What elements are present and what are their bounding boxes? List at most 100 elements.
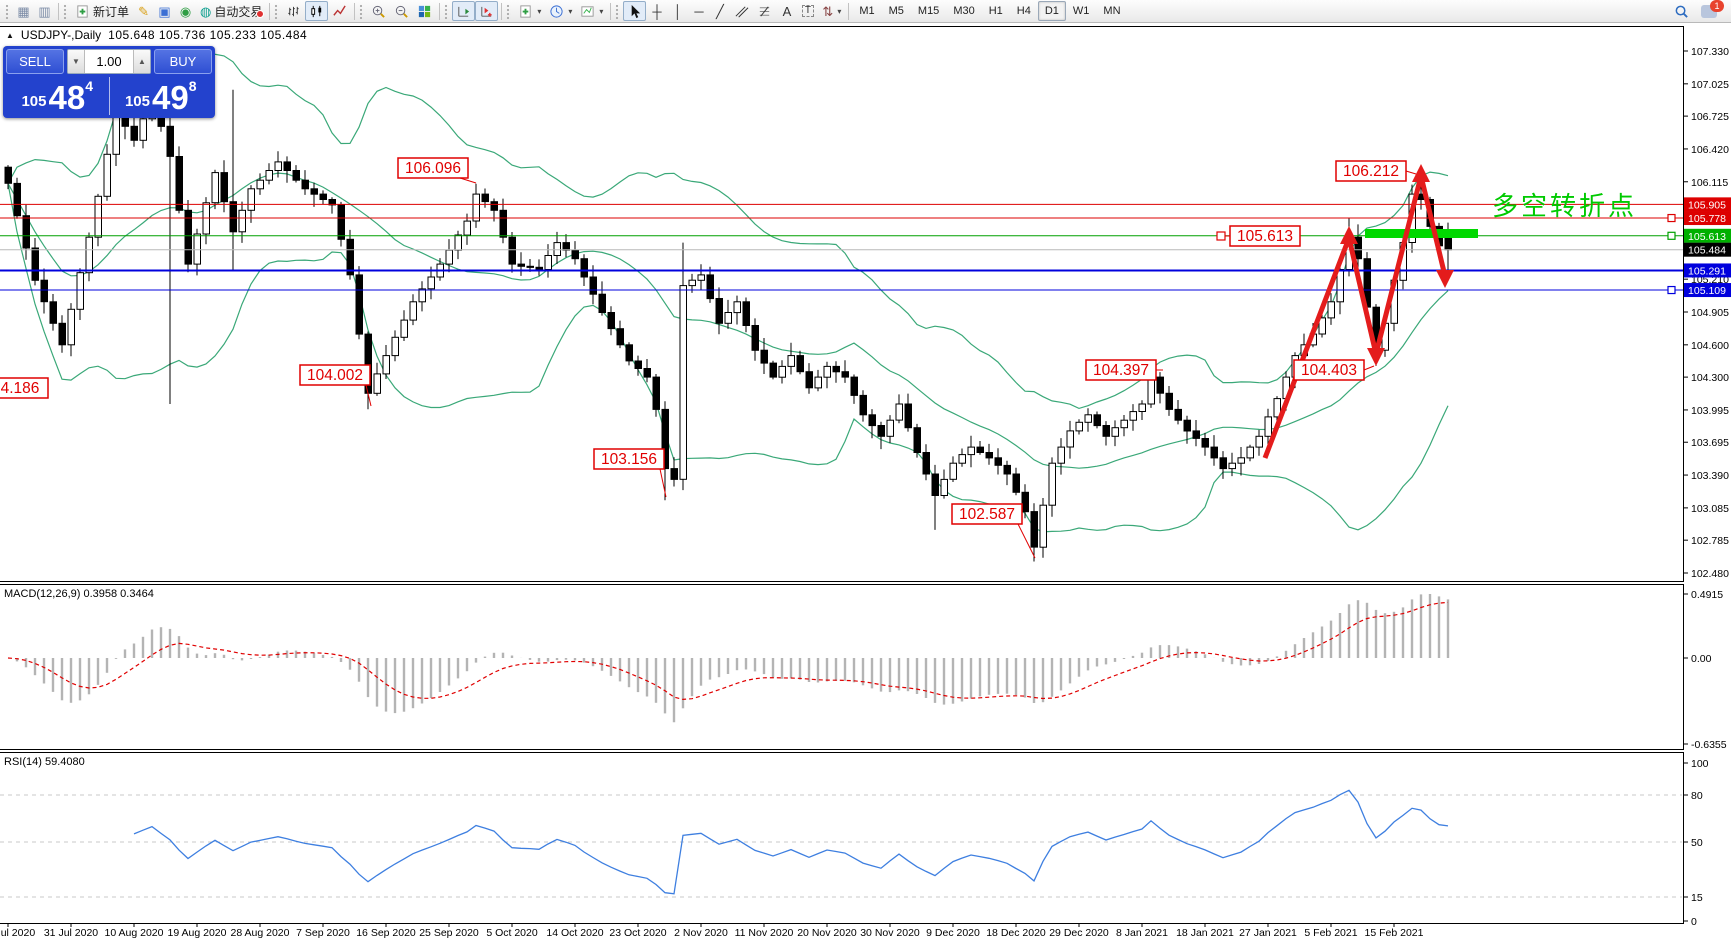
fibonacci-icon[interactable] (753, 1, 776, 21)
toolbar-grip (359, 3, 365, 19)
volume-increase-button[interactable]: ▲ (133, 50, 150, 73)
signals-icon[interactable]: ◉ (179, 3, 192, 19)
svg-text:107.025: 107.025 (1691, 79, 1729, 91)
notifications-icon[interactable]: 1 (1701, 0, 1724, 18)
svg-text:104.300: 104.300 (1691, 372, 1729, 384)
toolbar-group-2 (282, 0, 351, 22)
svg-text:25 Sep 2020: 25 Sep 2020 (419, 927, 479, 939)
timeframe-mn[interactable]: MN (1103, 5, 1121, 17)
svg-text:28 Aug 2020: 28 Aug 2020 (231, 927, 290, 939)
svg-text:106.212: 106.212 (1343, 163, 1399, 180)
green-resistance-segment (1365, 229, 1478, 238)
search-icon[interactable] (1670, 1, 1693, 21)
svg-text:0: 0 (1691, 916, 1697, 928)
svg-text:103.695: 103.695 (1691, 437, 1729, 449)
chart-shift-icon[interactable] (475, 1, 499, 21)
svg-text:5 Oct 2020: 5 Oct 2020 (486, 927, 538, 939)
cursor-icon[interactable] (623, 1, 647, 21)
svg-text:8 Jan 2021: 8 Jan 2021 (1116, 927, 1168, 939)
svg-text:100: 100 (1691, 758, 1709, 770)
timeframe-w1[interactable]: W1 (1072, 5, 1090, 17)
svg-text:104.397: 104.397 (1093, 362, 1149, 379)
new-order-button[interactable]: 新订单 (71, 1, 133, 21)
text-icon[interactable]: A (782, 3, 792, 19)
svg-text:106.096: 106.096 (405, 160, 461, 177)
macd-label: MACD(12,26,9) 0.3958 0.3464 (4, 588, 154, 600)
channel-icon[interactable] (730, 1, 753, 21)
toolbar-grip (274, 3, 280, 19)
time-axis: 22 Jul 2020 31 Jul 2020 10 Aug 2020 19 Aug … (0, 923, 1424, 939)
sell-button[interactable]: SELL (6, 49, 64, 74)
horizontal-line-icon[interactable]: ─ (694, 3, 704, 19)
timeframe-h1[interactable]: H1 (988, 5, 1003, 17)
toolbar: ▦ ▥ 新订单 ✎ ▣ ◉ ◍ 自动交易 ▾ ▾ ▾ ┼ │ ─ ╱ A T ⇅ ▾ M1 M5 M15 M30 H1 H4 D1… (0, 0, 1731, 23)
trendline-icon[interactable]: ╱ (716, 3, 724, 19)
notification-badge: 1 (1710, 0, 1724, 12)
line-chart-icon[interactable] (328, 1, 351, 21)
svg-text:29 Dec 2020: 29 Dec 2020 (1049, 927, 1109, 939)
auto-scroll-icon[interactable] (452, 1, 476, 21)
arrows-icon[interactable]: ⇅ ▾ (822, 3, 842, 19)
toolbar-grip (615, 3, 621, 19)
volume-decrease-button[interactable]: ▼ (68, 50, 85, 73)
zoom-out-icon[interactable] (390, 1, 413, 21)
periods-icon[interactable]: ▾ (545, 1, 576, 21)
toolbar-group-4 (452, 0, 499, 22)
svg-text:16 Sep 2020: 16 Sep 2020 (356, 927, 416, 939)
tile-windows-icon[interactable] (413, 1, 436, 21)
toolbar-separator (354, 2, 356, 20)
volume-stepper: ▼ 1.00 ▲ (67, 49, 151, 74)
crosshair-icon[interactable]: ┼ (652, 3, 662, 19)
profile-search-icon[interactable]: ▥ (38, 3, 51, 19)
collapse-triangle-icon[interactable]: ▲ (6, 30, 14, 40)
crayon-icon[interactable]: ✎ (138, 3, 149, 19)
svg-text:103.390: 103.390 (1691, 470, 1729, 482)
svg-text:10 Aug 2020: 10 Aug 2020 (105, 927, 164, 939)
svg-text:103.995: 103.995 (1691, 405, 1729, 417)
symbol-period-label: USDJPY-,Daily (20, 28, 102, 42)
sell-price[interactable]: 105 48 4 (21, 78, 94, 116)
timeframe-m1[interactable]: M1 (859, 5, 875, 17)
toolbar-group-6: ┼ │ ─ ╱ A T ⇅ ▾ (623, 0, 845, 22)
svg-text:106.420: 106.420 (1691, 144, 1729, 156)
svg-text:106.725: 106.725 (1691, 111, 1729, 123)
svg-text:22 Jul 2020: 22 Jul 2020 (0, 927, 35, 939)
svg-text:105.484: 105.484 (1688, 245, 1726, 257)
chart-window-icon[interactable]: ▦ (17, 3, 30, 19)
text-label-icon[interactable]: T (797, 1, 818, 21)
candlestick-chart-icon[interactable] (305, 1, 329, 21)
indicators-icon[interactable]: ▾ (514, 1, 545, 21)
toolbar-right: 1 (1670, 0, 1727, 21)
chart-annotation-text[interactable]: 多空转折点 (1492, 191, 1638, 221)
timeframe-h4[interactable]: H4 (1016, 5, 1031, 17)
svg-text:105.905: 105.905 (1688, 199, 1726, 211)
svg-text:15: 15 (1691, 892, 1703, 904)
svg-text:102.480: 102.480 (1691, 568, 1729, 580)
svg-text:105.109: 105.109 (1688, 285, 1726, 297)
zoom-in-icon[interactable] (367, 1, 390, 21)
autotrading-button[interactable]: ◍ 自动交易 (200, 3, 265, 19)
timeframe-m5[interactable]: M5 (888, 5, 904, 17)
svg-text:18 Dec 2020: 18 Dec 2020 (986, 927, 1046, 939)
svg-text:-0.6355: -0.6355 (1691, 739, 1727, 751)
toolbar-group-1: 新订单 ✎ ▣ ◉ ◍ 自动交易 (71, 0, 266, 22)
toolbar-grip (444, 3, 450, 19)
buy-price[interactable]: 105 49 8 (108, 77, 213, 115)
timeframe-d1[interactable]: D1 (1037, 1, 1066, 21)
timeframe-m15[interactable]: M15 (917, 5, 940, 17)
macd-indicator (7, 594, 1450, 723)
svg-text:50: 50 (1691, 837, 1703, 849)
timeframe-m30[interactable]: M30 (953, 5, 975, 17)
buy-button[interactable]: BUY (154, 49, 212, 74)
svg-text:104.600: 104.600 (1691, 340, 1729, 352)
vertical-line-icon[interactable]: │ (673, 3, 682, 19)
price-axis: 107.330 107.025 106.725 106.420 106.115 105.2… (1683, 46, 1731, 928)
bar-chart-icon[interactable] (282, 1, 305, 21)
rsi-indicator (0, 789, 1682, 898)
volume-value[interactable]: 1.00 (96, 54, 122, 69)
svg-text:11 Nov 2020: 11 Nov 2020 (735, 927, 794, 939)
toolbar-separator (501, 2, 503, 20)
templates-icon[interactable]: ▾ (576, 1, 607, 21)
tester-icon[interactable]: ▣ (158, 3, 171, 19)
